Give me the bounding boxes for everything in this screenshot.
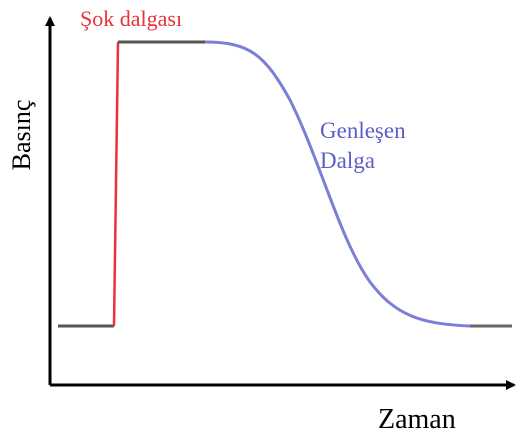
y-axis-label: Basınç: [7, 100, 36, 171]
expansion-wave-label: Genleşen: [320, 118, 406, 143]
expansion-curve: [204, 40, 512, 328]
shock-front: [112, 41, 120, 327]
shock-wave-label: Şok dalgası: [80, 6, 182, 31]
expansion-wave-label: Dalga: [320, 148, 375, 173]
x-axis-label: Zaman: [378, 404, 456, 435]
